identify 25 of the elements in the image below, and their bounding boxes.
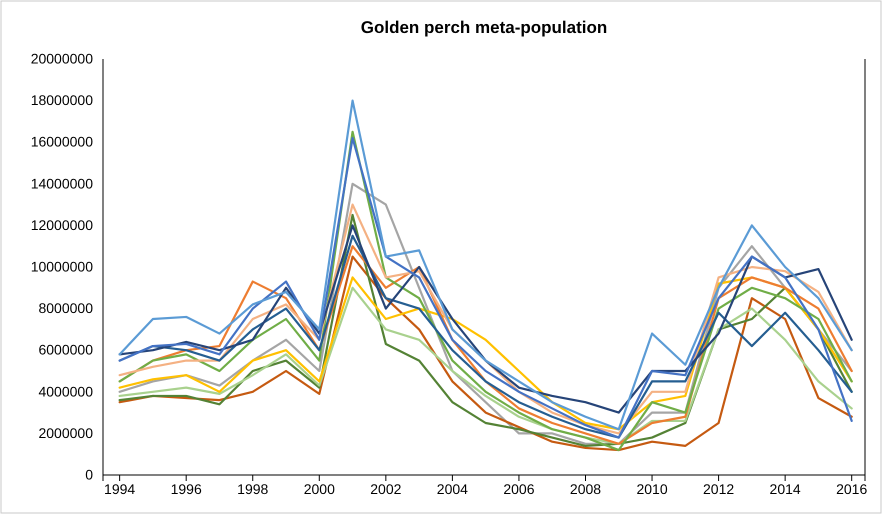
x-tick-label: 2014 xyxy=(770,480,801,497)
x-tick-label: 2004 xyxy=(436,480,468,497)
y-tick-label: 14000000 xyxy=(30,175,94,192)
y-tick-label: 10000000 xyxy=(30,258,94,274)
y-tick-label: 16000000 xyxy=(30,134,94,150)
x-tick-label: 2008 xyxy=(570,480,602,497)
y-tick-label: 18000000 xyxy=(30,92,94,108)
chart-title: Golden perch meta-population xyxy=(360,18,608,37)
y-tick-label: 20000000 xyxy=(30,50,94,66)
y-tick-label: 2000000 xyxy=(38,424,94,441)
y-tick-label: 4000000 xyxy=(38,383,94,400)
x-tick-label: 1996 xyxy=(170,480,202,497)
x-tick-label: 2006 xyxy=(503,480,535,497)
y-tick-label: 0 xyxy=(85,466,94,482)
y-tick-label: 12000000 xyxy=(30,216,94,233)
x-tick-label: 1994 xyxy=(104,480,136,497)
y-tick-label: 6000000 xyxy=(38,342,94,358)
x-tick-label: 2010 xyxy=(636,480,668,497)
line-series xyxy=(118,224,853,414)
x-tick-label: 2016 xyxy=(836,480,868,497)
x-tick-label: 2000 xyxy=(304,480,336,497)
x-tick-label: 1998 xyxy=(237,480,269,497)
x-tick-label: 2012 xyxy=(703,480,734,497)
x-tick-label: 2002 xyxy=(370,480,402,497)
y-tick-label: 8000000 xyxy=(38,300,94,316)
